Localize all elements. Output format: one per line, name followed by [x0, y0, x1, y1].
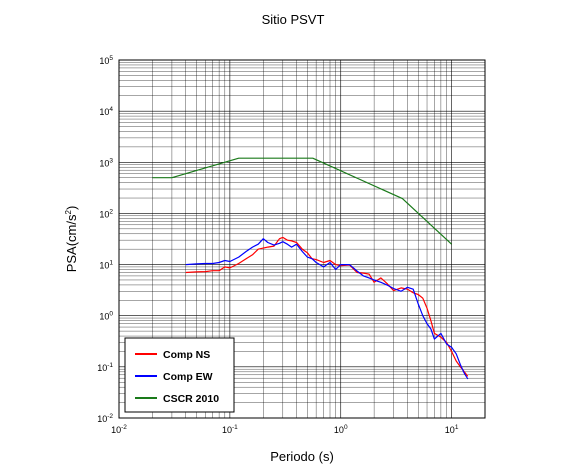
- y-tick-label-base: 10: [99, 56, 109, 66]
- y-tick-label-exp: 4: [109, 106, 113, 113]
- x-tick-label: 101: [445, 424, 459, 435]
- y-tick-label-base: 10: [97, 414, 107, 424]
- y-tick-label: 103: [99, 157, 113, 168]
- y-tick-label: 10-1: [97, 362, 113, 373]
- x-tick-label: 100: [334, 424, 348, 435]
- data-series: [152, 157, 469, 380]
- x-tick-label: 10-1: [222, 424, 238, 435]
- x-tick-label-exp: -1: [232, 424, 238, 431]
- x-tick-label-base: 10: [334, 425, 344, 435]
- y-axis-label-base: PSA(cm/s: [64, 214, 79, 272]
- y-tick-label-exp: 3: [109, 157, 113, 164]
- x-tick-label-exp: 1: [455, 424, 459, 431]
- y-tick-label-base: 10: [99, 261, 109, 271]
- y-tick-label-base: 10: [99, 209, 109, 219]
- y-tick-label-exp: 2: [109, 208, 113, 215]
- y-tick-label-base: 10: [99, 158, 109, 168]
- y-tick-label-base: 10: [99, 107, 109, 117]
- series-line-comp-ns: [185, 236, 469, 377]
- legend-label: Comp EW: [163, 371, 213, 383]
- grid: [118, 59, 486, 419]
- x-tick-labels: 10-2 10-1 100 101: [111, 424, 459, 435]
- y-tick-label: 10-2: [97, 413, 113, 424]
- legend: Comp NS Comp EW CSCR 2010: [124, 337, 235, 413]
- y-tick-label: 105: [99, 55, 113, 66]
- x-tick-label-base: 10: [445, 425, 455, 435]
- chart-title: Sitio PSVT: [262, 12, 325, 27]
- y-tick-label-base: 10: [99, 312, 109, 322]
- y-axis-label-close: ): [64, 206, 79, 210]
- y-tick-label-exp: -2: [107, 413, 113, 420]
- legend-label: Comp NS: [163, 349, 210, 361]
- series-line-comp-ew: [185, 238, 469, 380]
- plot-frame: [118, 59, 486, 419]
- y-tick-label-base: 10: [97, 363, 107, 373]
- legend-label: CSCR 2010: [163, 393, 219, 405]
- x-tick-label-base: 10: [111, 425, 121, 435]
- y-tick-label: 101: [99, 260, 113, 271]
- x-tick-label: 10-2: [111, 424, 127, 435]
- x-axis-label: Periodo (s): [270, 449, 334, 464]
- x-tick-label-exp: -2: [121, 424, 127, 431]
- y-tick-label-exp: 0: [109, 311, 113, 318]
- y-tick-label: 104: [99, 106, 113, 117]
- y-tick-label: 100: [99, 311, 113, 322]
- y-tick-label-exp: 5: [109, 55, 113, 62]
- y-axis-label-exp: 2: [64, 210, 73, 215]
- y-tick-label-exp: 1: [109, 260, 113, 267]
- y-tick-label-exp: -1: [107, 362, 113, 369]
- x-tick-label-base: 10: [222, 425, 232, 435]
- y-axis-label: PSA(cm/s2): [64, 206, 79, 273]
- y-tick-label: 102: [99, 208, 113, 219]
- x-tick-label-exp: 0: [344, 424, 348, 431]
- series-line-cscr-2010: [152, 157, 453, 245]
